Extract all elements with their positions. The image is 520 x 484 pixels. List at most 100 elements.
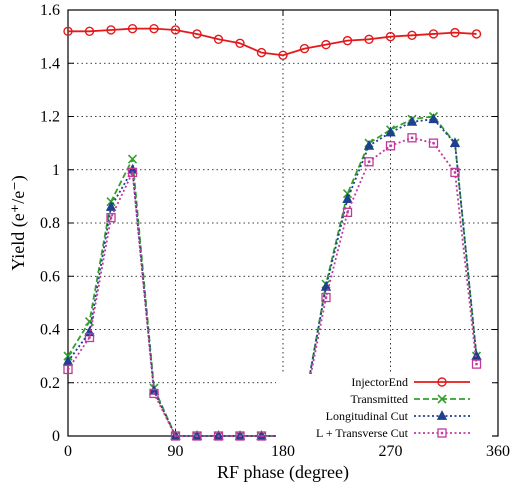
x-tick-label: 90 xyxy=(168,443,184,460)
data-point xyxy=(84,332,95,343)
marker-stroke xyxy=(127,154,138,164)
x-axis-label: RF phase (degree) xyxy=(217,462,349,483)
marker-square xyxy=(63,364,73,375)
marker-dot xyxy=(131,171,134,174)
data-point xyxy=(105,201,117,211)
data-point xyxy=(192,29,202,39)
data-point xyxy=(170,431,181,441)
marker-square xyxy=(437,428,447,438)
marker-dot xyxy=(389,144,392,147)
marker-square xyxy=(149,388,159,399)
marker-dot xyxy=(453,171,457,174)
marker-dot xyxy=(88,336,91,339)
marker-dot xyxy=(217,434,220,438)
data-point xyxy=(450,167,460,178)
y-tick-label: 1.4 xyxy=(40,55,60,72)
data-point xyxy=(106,213,116,223)
marker-dot xyxy=(475,362,478,366)
legend: InjectorEnd Transmitted Longitudinal Cut L … xyxy=(276,374,492,442)
data-point xyxy=(406,115,418,126)
legend-swatch-marker xyxy=(437,428,447,438)
legend-label: Transmitted xyxy=(350,392,408,406)
data-point xyxy=(385,141,396,151)
data-point xyxy=(342,207,353,218)
data-point xyxy=(342,193,353,203)
data-point xyxy=(428,138,439,148)
marker-square xyxy=(385,141,396,151)
y-axis-label: Yield (e⁺/e⁻) xyxy=(8,175,29,270)
marker-dot xyxy=(66,368,70,371)
series-injectorend xyxy=(63,23,482,60)
data-point xyxy=(127,154,138,164)
data-point xyxy=(385,31,396,42)
data-point xyxy=(320,281,332,291)
marker-dot xyxy=(195,434,199,438)
marker-square xyxy=(84,332,95,343)
y-tick-label: 0.4 xyxy=(40,322,60,339)
marker-dot xyxy=(174,434,177,438)
data-point xyxy=(471,29,482,39)
data-point xyxy=(321,292,331,303)
marker-square xyxy=(235,431,245,441)
data-point xyxy=(127,23,138,34)
marker-dot xyxy=(367,160,371,163)
data-point xyxy=(213,34,224,44)
marker-square xyxy=(213,431,224,441)
data-point xyxy=(449,137,461,148)
y-tick-label: 0.6 xyxy=(40,268,60,285)
data-point xyxy=(106,25,116,35)
data-point xyxy=(256,431,267,441)
data-point xyxy=(342,35,353,46)
marker-square xyxy=(106,213,116,223)
gridlines xyxy=(68,10,498,436)
marker-stroke xyxy=(437,394,447,404)
legend-background xyxy=(276,374,492,442)
data-point xyxy=(63,364,73,375)
data-point xyxy=(450,27,460,38)
x-tick-label: 180 xyxy=(271,443,295,460)
data-point xyxy=(170,25,181,35)
axis-ticks: 0 90 180 270 360 0 0.2 0.4 0.6 0.8 1 1.2 1.4 1.6 xyxy=(40,2,510,460)
marker-square xyxy=(127,167,138,178)
data-point xyxy=(278,50,288,60)
legend-label: InjectorEnd xyxy=(351,375,408,389)
marker-dot xyxy=(260,434,263,438)
x-tick-label: 270 xyxy=(379,443,403,460)
data-point xyxy=(364,157,374,167)
marker-square xyxy=(450,167,460,178)
data-point xyxy=(256,47,267,58)
data-point xyxy=(363,139,375,150)
data-point xyxy=(428,113,439,124)
marker-square xyxy=(407,133,417,143)
data-point xyxy=(127,167,138,178)
legend-swatch-marker xyxy=(437,394,447,404)
marker-square xyxy=(364,157,374,167)
y-tick-label: 1.6 xyxy=(40,2,60,19)
marker-dot xyxy=(440,431,444,435)
marker-dot xyxy=(109,216,113,219)
y-tick-label: 1 xyxy=(52,162,60,179)
data-point xyxy=(235,431,245,441)
marker-square xyxy=(256,431,267,441)
y-tick-label: 0.8 xyxy=(40,215,60,232)
data-point xyxy=(471,359,482,369)
marker-dot xyxy=(152,392,156,395)
data-point xyxy=(385,126,396,137)
data-point xyxy=(63,26,73,36)
legend-swatch-marker xyxy=(436,410,448,420)
data-point xyxy=(149,388,159,399)
data-point xyxy=(213,431,224,441)
data-point xyxy=(299,43,310,54)
x-tick-label: 0 xyxy=(64,443,72,460)
data-point xyxy=(235,38,245,48)
data-point xyxy=(84,26,95,36)
data-point xyxy=(149,23,159,34)
data-point xyxy=(407,133,417,143)
data-point xyxy=(192,431,202,441)
y-tick-label: 1.2 xyxy=(40,109,60,126)
marker-square xyxy=(170,431,181,441)
data-point xyxy=(428,29,439,39)
marker-square xyxy=(471,359,482,369)
legend-swatch-marker xyxy=(437,377,447,387)
x-tick-label: 360 xyxy=(486,443,510,460)
